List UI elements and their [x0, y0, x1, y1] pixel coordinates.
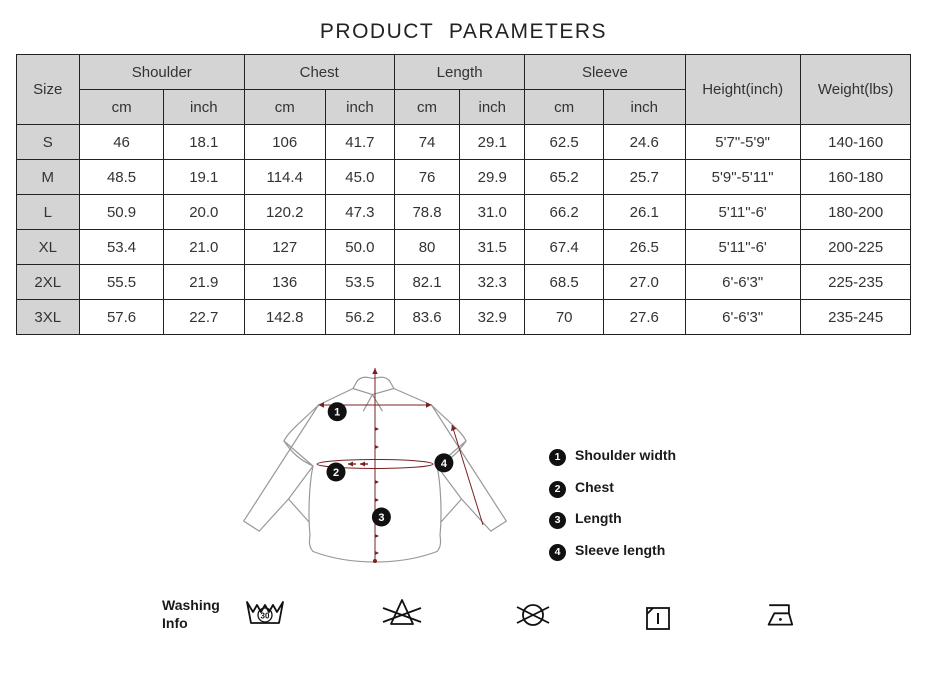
svg-text:30: 30: [261, 612, 270, 621]
svg-text:3: 3: [378, 512, 384, 524]
svg-text:1: 1: [334, 407, 340, 419]
svg-text:2: 2: [333, 467, 339, 479]
svg-text:4: 4: [441, 458, 448, 470]
